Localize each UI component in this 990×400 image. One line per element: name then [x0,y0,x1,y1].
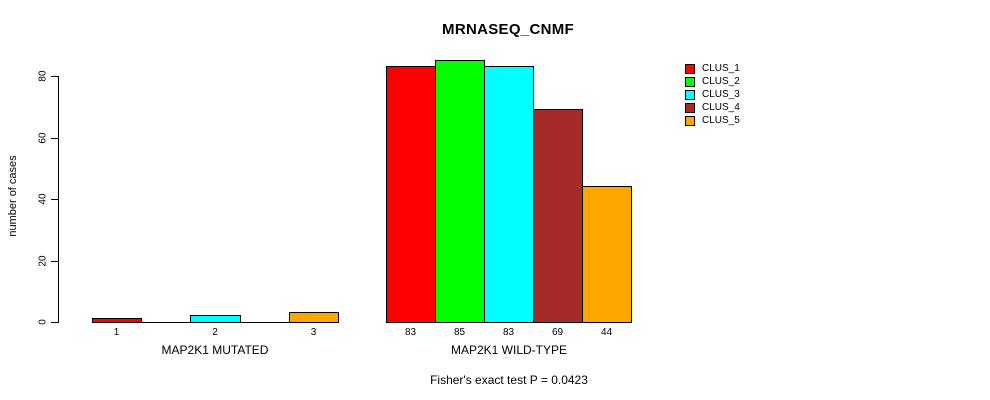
y-tick [51,261,58,262]
chart-title: MRNASEQ_CNMF [442,21,574,38]
bar-value-label: 83 [502,327,515,338]
legend-swatch [685,102,695,113]
legend-item: CLUS_2 [685,75,740,88]
y-tick-label: 0 [37,319,49,325]
bar-value-label: 44 [600,327,613,338]
legend: CLUS_1 CLUS_2 CLUS_3 CLUS_4 CLUS_5 [685,62,740,127]
bar-clus_5 [582,186,632,323]
bar-value-label: 3 [310,327,317,338]
y-tick [51,138,58,139]
y-tick-label: 80 [37,70,49,82]
bar-clus_1 [386,66,436,323]
group-label-wild-type: MAP2K1 WILD-TYPE [450,343,568,357]
bar-clus_2 [435,60,485,323]
bar-value-label: 83 [404,327,417,338]
legend-label: CLUS_5 [702,115,740,126]
y-axis-line [58,76,59,323]
bar-value-label: 85 [453,327,466,338]
y-tick [51,322,58,323]
y-tick-label: 40 [37,193,49,205]
legend-swatch [685,76,695,87]
legend-swatch [685,63,695,74]
group-label-mutated: MAP2K1 MUTATED [161,343,269,357]
legend-item: CLUS_5 [685,114,740,127]
y-tick-label: 20 [37,255,49,267]
legend-label: CLUS_4 [702,102,740,113]
legend-swatch [685,115,695,126]
bar-clus_1 [92,318,142,323]
y-tick [51,76,58,77]
legend-item: CLUS_4 [685,101,740,114]
legend-label: CLUS_2 [702,76,740,87]
y-tick [51,199,58,200]
fisher-test-annotation: Fisher's exact test P = 0.0423 [430,373,588,387]
legend-item: CLUS_3 [685,88,740,101]
bar-clus_3 [484,66,534,323]
y-tick-label: 60 [37,132,49,144]
bar-value-label: 2 [212,327,218,338]
bar-clus_3 [190,315,241,323]
legend-label: CLUS_3 [702,89,740,100]
legend-label: CLUS_1 [702,63,740,74]
bar-value-label: 69 [551,327,564,338]
legend-swatch [685,89,695,100]
bar-clus_5 [289,312,339,323]
legend-item: CLUS_1 [685,62,740,75]
bar-clus_4 [533,109,583,323]
bar-value-label: 1 [113,327,120,338]
